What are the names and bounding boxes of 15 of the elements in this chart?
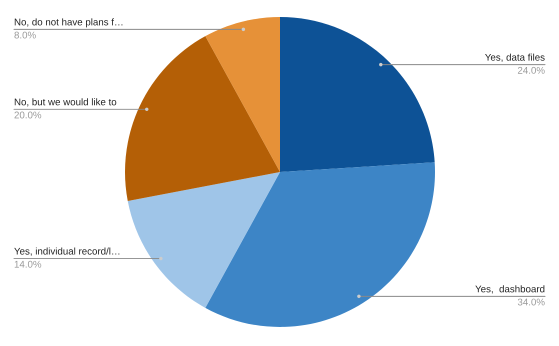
pie-slice xyxy=(205,17,280,172)
data-label: 34.0% xyxy=(518,298,545,306)
data-label: 24.0% xyxy=(518,66,545,74)
slice-label: No, do not have plans f… xyxy=(14,18,122,28)
slice-label: Yes, individual record/l… xyxy=(14,247,120,256)
data-label: 8.0% xyxy=(14,32,36,39)
data-label: 14.0% xyxy=(14,260,42,268)
pie-slice xyxy=(280,17,435,172)
slice-label: No, but we would like to xyxy=(14,98,116,107)
pie-slice xyxy=(205,162,435,327)
slice-label: Yes, dashboard xyxy=(475,285,544,294)
pie-slice xyxy=(125,36,280,202)
data-label: 20.0% xyxy=(14,112,42,118)
pie-slice xyxy=(128,172,280,308)
slice-label: Yes, data files xyxy=(485,54,545,62)
